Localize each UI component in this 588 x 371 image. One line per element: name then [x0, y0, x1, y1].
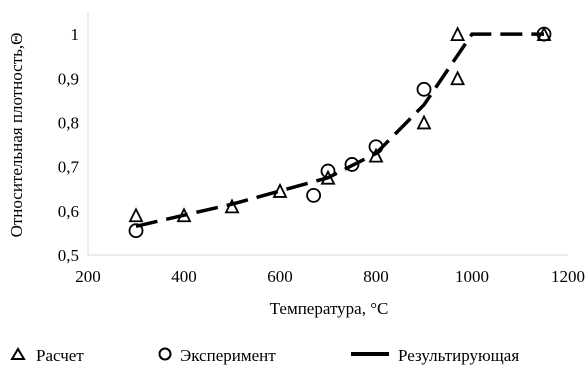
y-tick-label: 0,6	[58, 202, 79, 221]
calc-point	[272, 182, 288, 198]
y-tick-label: 0,7	[58, 158, 80, 177]
calc-point	[450, 70, 466, 86]
legend: Расчет Эксперимент Результирующая	[10, 346, 519, 365]
x-tick-label: 400	[171, 267, 197, 286]
x-tick-labels: 200 400 600 800 1000 1200	[75, 267, 585, 286]
exp-point	[536, 26, 552, 42]
exp-point	[416, 81, 432, 97]
legend-label-calc: Расчет	[36, 346, 84, 365]
circle-icon	[158, 347, 172, 361]
x-tick-label: 1000	[455, 267, 489, 286]
x-tick-label: 1200	[551, 267, 585, 286]
calc-point	[176, 207, 192, 223]
plot-area: 0,5 0,6 0,7 0,8 0,9 1 200 400 600 800 1000 1200	[58, 12, 585, 286]
calc-markers-group	[128, 26, 552, 223]
legend-item-calc: Расчет	[10, 346, 84, 365]
legend-item-result: Результирующая	[351, 346, 519, 365]
exp-point	[320, 163, 336, 179]
exp-point	[306, 187, 322, 203]
y-tick-label: 0,8	[58, 113, 79, 132]
y-tick-label: 0,5	[58, 246, 79, 265]
calc-point	[368, 147, 384, 163]
x-tick-label: 600	[267, 267, 293, 286]
result-line	[135, 32, 544, 229]
triangle-icon	[10, 347, 26, 360]
x-tick-label: 800	[363, 267, 389, 286]
calc-point	[128, 207, 144, 223]
x-axis-label: Температура, °С	[270, 299, 389, 318]
exp-point	[344, 157, 360, 172]
legend-item-exp: Эксперимент	[158, 346, 276, 365]
result-line-group	[135, 32, 544, 229]
x-tick-label: 200	[75, 267, 101, 286]
exp-point	[128, 223, 144, 239]
y-tick-labels: 0,5 0,6 0,7 0,8 0,9 1	[58, 25, 80, 265]
y-tick-label: 1	[71, 25, 80, 44]
exp-markers-group	[128, 26, 552, 239]
calc-point	[416, 114, 432, 130]
exp-point	[368, 139, 384, 155]
y-axis-label: Относительная плотность,Θ	[7, 33, 26, 238]
legend-label-exp: Эксперимент	[180, 346, 276, 365]
legend-label-result: Результирующая	[398, 346, 519, 365]
y-tick-label: 0,9	[58, 69, 79, 88]
calc-point	[224, 198, 240, 214]
calc-point	[450, 26, 466, 41]
